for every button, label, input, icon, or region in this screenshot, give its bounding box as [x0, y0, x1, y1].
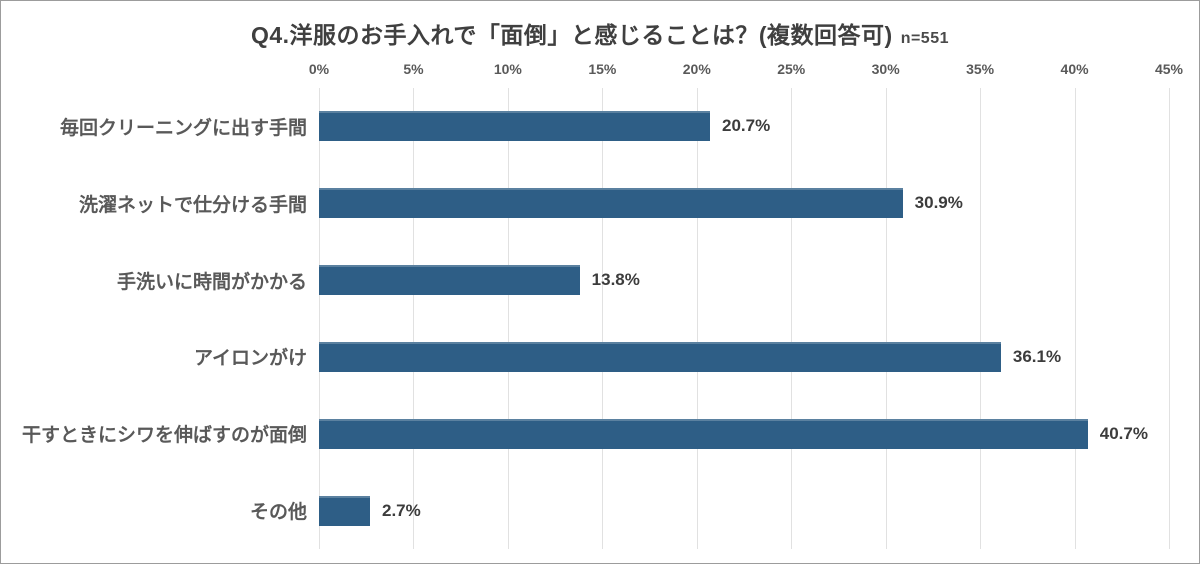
- x-axis-tick-label: 40%: [1060, 61, 1089, 77]
- category-label: 手洗いに時間がかかる: [116, 271, 307, 293]
- x-axis-tick-label: 10%: [493, 61, 522, 77]
- category-labels: 毎回クリーニングに出す手間洗濯ネットで仕分ける手間手洗いに時間がかかるアイロンが…: [1, 88, 307, 549]
- bar-row: 13.8%: [319, 242, 1169, 319]
- sample-size-label: n=551: [900, 30, 949, 47]
- category-label: 干すときにシワを伸ばすのが面倒: [21, 425, 307, 447]
- category-label: 毎回クリーニングに出す手間: [59, 117, 307, 139]
- bar-row: 36.1%: [319, 319, 1169, 396]
- gridline: [319, 88, 320, 549]
- gridline: [696, 88, 698, 549]
- x-axis-tick-label: 45%: [1154, 61, 1184, 77]
- gridline: [1074, 88, 1076, 549]
- gridline: [507, 88, 509, 549]
- x-axis-tick-label: 20%: [682, 61, 711, 77]
- gridline: [885, 88, 887, 549]
- bar: [319, 265, 580, 296]
- bar: [319, 188, 903, 219]
- value-label: 13.8%: [591, 270, 640, 290]
- x-axis-tick-label: 25%: [777, 61, 806, 77]
- value-label: 20.7%: [722, 116, 771, 136]
- gridline: [602, 88, 604, 549]
- x-axis-tick-label: 35%: [966, 61, 995, 77]
- bar: [319, 341, 1001, 372]
- value-label: 2.7%: [382, 500, 421, 520]
- value-label: 36.1%: [1012, 346, 1062, 366]
- bar: [319, 111, 710, 142]
- bar-row: 2.7%: [319, 472, 1169, 549]
- category-label: その他: [249, 502, 307, 524]
- gridline: [413, 88, 415, 549]
- chart-title-text: Q4.洋服のお手入れで「面倒」と感じることは？(複数回答可): [250, 22, 893, 48]
- bar-row: 30.9%: [319, 165, 1169, 242]
- gridline: [1169, 88, 1170, 549]
- x-axis-tick-label: 15%: [588, 61, 617, 77]
- category-label: 洗濯ネットで仕分ける手間: [78, 194, 307, 216]
- value-label: 40.7%: [1099, 423, 1148, 443]
- gridline: [980, 88, 982, 549]
- x-axis: 0% 5% 10% 15% 20% 25% 30% 35% 40% 45%: [309, 61, 1183, 79]
- category-label: アイロンがけ: [193, 348, 307, 370]
- value-label: 30.9%: [914, 193, 963, 213]
- x-axis-tick-label: 5%: [403, 61, 424, 77]
- plot-area: 20.7% 30.9% 13.8% 36.1% 40.7% 2.7%: [319, 88, 1170, 549]
- gridline: [791, 88, 793, 549]
- chart-title: Q4.洋服のお手入れで「面倒」と感じることは？(複数回答可) n=551: [1, 16, 1199, 50]
- bar: [319, 495, 370, 526]
- bar-row: 20.7%: [319, 88, 1169, 165]
- x-axis-tick-label: 30%: [871, 61, 900, 77]
- x-axis-tick-label: 0%: [308, 61, 330, 77]
- bar: [319, 418, 1088, 449]
- bar-row: 40.7%: [319, 395, 1169, 472]
